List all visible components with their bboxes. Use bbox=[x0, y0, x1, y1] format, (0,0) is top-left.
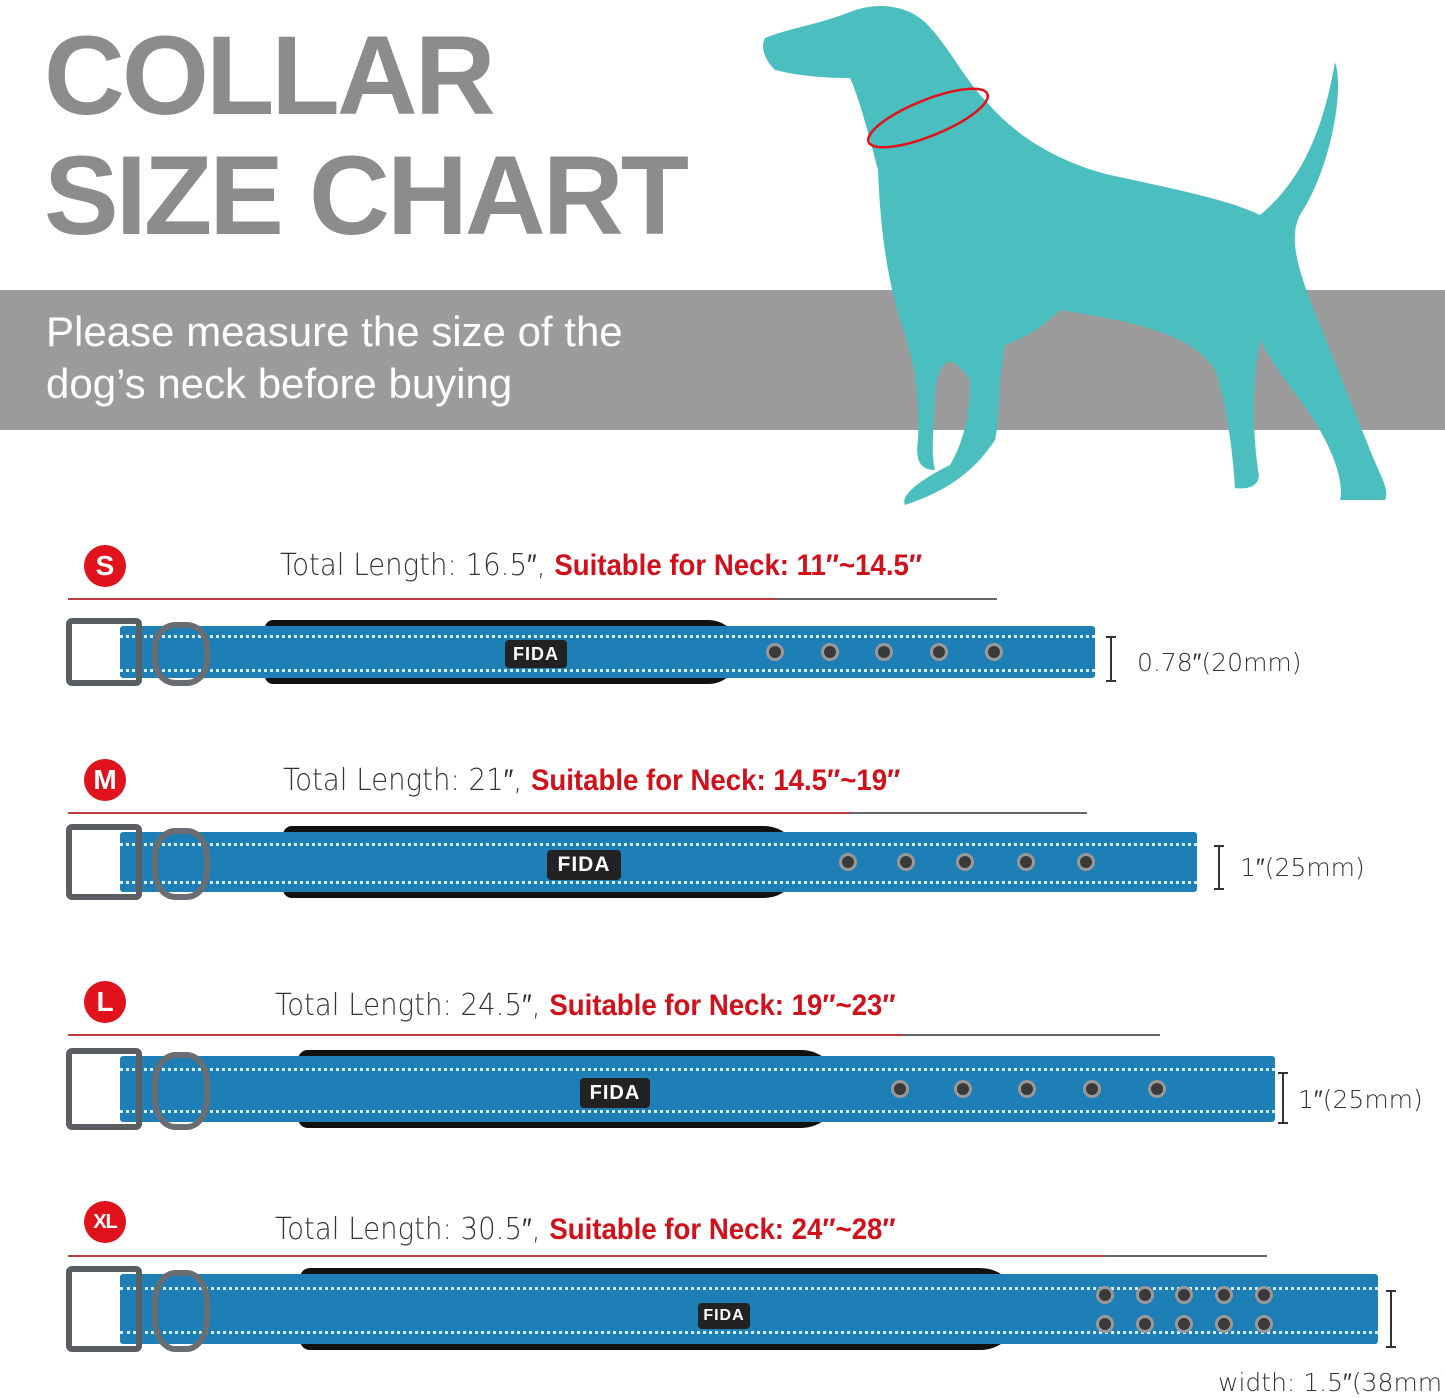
buckle-icon bbox=[66, 1048, 142, 1130]
neck-measure-ring bbox=[867, 87, 989, 149]
collar-hole bbox=[1175, 1314, 1193, 1333]
size-badge: L bbox=[84, 981, 126, 1023]
collar-hole bbox=[954, 1080, 972, 1098]
reflective-stitching bbox=[120, 635, 1095, 639]
reflective-stitching bbox=[120, 1110, 1275, 1114]
neck-range: Suitable for Neck: 14.5″~19″ bbox=[530, 764, 901, 797]
d-ring-icon bbox=[152, 622, 210, 686]
dog-silhouette-icon bbox=[763, 6, 1387, 506]
collar-hole bbox=[897, 853, 915, 871]
collar-hole bbox=[1215, 1286, 1233, 1305]
total-length: Total Length: 16.5″, bbox=[280, 548, 546, 583]
collar-hole bbox=[1017, 853, 1035, 871]
collar-hole bbox=[1083, 1080, 1101, 1098]
collar-hole bbox=[875, 643, 893, 661]
width-bracket bbox=[1278, 1072, 1294, 1124]
d-ring-icon bbox=[152, 1270, 210, 1352]
collar-hole bbox=[1148, 1080, 1166, 1098]
collar-strap bbox=[120, 626, 1095, 678]
size-badge: S bbox=[84, 545, 126, 587]
width-label: width: 1.5″(38mm) bbox=[1218, 1368, 1445, 1397]
total-length-line bbox=[68, 598, 775, 600]
collar-hole bbox=[1096, 1314, 1114, 1333]
adjustable-range-line bbox=[1105, 1255, 1267, 1257]
collar-hole bbox=[1077, 853, 1095, 871]
neck-range: Suitable for Neck: 19″~23″ bbox=[549, 989, 896, 1022]
collar-hole bbox=[930, 643, 948, 661]
total-length-line bbox=[68, 812, 850, 814]
collar-strap bbox=[120, 1056, 1275, 1122]
collar-hole bbox=[1018, 1080, 1036, 1098]
collar-hole bbox=[1215, 1314, 1233, 1333]
collar-hole bbox=[985, 643, 1003, 661]
total-length: Total Length: 21″, bbox=[283, 763, 523, 798]
size-description: Total Length: 21″, Suitable for Neck: 14… bbox=[283, 763, 900, 798]
collar-hole bbox=[956, 853, 974, 871]
brand-logo: FIDA bbox=[505, 640, 567, 668]
size-description: Total Length: 30.5″, Suitable for Neck: … bbox=[275, 1212, 896, 1247]
width-bracket bbox=[1386, 1290, 1402, 1348]
buckle-icon bbox=[66, 1266, 142, 1352]
buckle-icon bbox=[66, 618, 142, 686]
collar-hole bbox=[839, 853, 857, 871]
size-description: Total Length: 24.5″, Suitable for Neck: … bbox=[275, 988, 896, 1023]
total-length: Total Length: 30.5″, bbox=[275, 1212, 541, 1247]
collar-hole bbox=[1255, 1286, 1273, 1305]
width-bracket bbox=[1106, 636, 1122, 682]
title-line-2: SIZE CHART bbox=[44, 133, 689, 258]
width-bracket bbox=[1214, 845, 1230, 890]
brand-logo: FIDA bbox=[547, 850, 621, 880]
instruction-text: Please measure the size of the dog’s nec… bbox=[46, 306, 623, 410]
width-label: 1″(25mm) bbox=[1298, 1085, 1423, 1114]
size-description: Total Length: 16.5″, Suitable for Neck: … bbox=[280, 548, 922, 583]
total-length-line bbox=[68, 1034, 903, 1036]
collar-strap bbox=[120, 832, 1197, 892]
collar-hole bbox=[766, 643, 784, 661]
total-length-line bbox=[68, 1255, 1105, 1257]
collar-hole bbox=[1096, 1286, 1114, 1305]
buckle-icon bbox=[66, 824, 142, 900]
collar-hole bbox=[821, 643, 839, 661]
reflective-stitching bbox=[120, 1286, 1378, 1290]
collar-hole bbox=[1136, 1314, 1154, 1333]
d-ring-icon bbox=[152, 828, 210, 900]
collar-hole bbox=[891, 1080, 909, 1098]
reflective-stitching bbox=[120, 1331, 1378, 1335]
title-line-1: COLLAR bbox=[44, 13, 496, 138]
size-badge: XL bbox=[84, 1201, 126, 1243]
collar-hole bbox=[1136, 1286, 1154, 1305]
size-badge: M bbox=[84, 759, 126, 801]
adjustable-range-line bbox=[903, 1034, 1160, 1036]
reflective-stitching bbox=[120, 842, 1197, 846]
reflective-stitching bbox=[120, 668, 1095, 672]
adjustable-range-line bbox=[850, 812, 1087, 814]
d-ring-icon bbox=[152, 1052, 210, 1130]
width-label: 0.78″(20mm) bbox=[1137, 648, 1302, 677]
width-label: 1″(25mm) bbox=[1240, 853, 1365, 882]
instruction-line-1: Please measure the size of the bbox=[46, 308, 623, 355]
instruction-line-2: dog’s neck before buying bbox=[46, 360, 513, 407]
adjustable-range-line bbox=[775, 598, 997, 600]
collar-hole bbox=[1255, 1314, 1273, 1333]
brand-logo: FIDA bbox=[698, 1303, 750, 1329]
neck-range: Suitable for Neck: 11″~14.5″ bbox=[554, 549, 923, 582]
brand-logo: FIDA bbox=[580, 1078, 650, 1108]
neck-range: Suitable for Neck: 24″~28″ bbox=[549, 1213, 896, 1246]
total-length: Total Length: 24.5″, bbox=[275, 988, 541, 1023]
collar-hole bbox=[1175, 1286, 1193, 1305]
reflective-stitching bbox=[120, 881, 1197, 885]
reflective-stitching bbox=[120, 1067, 1275, 1071]
